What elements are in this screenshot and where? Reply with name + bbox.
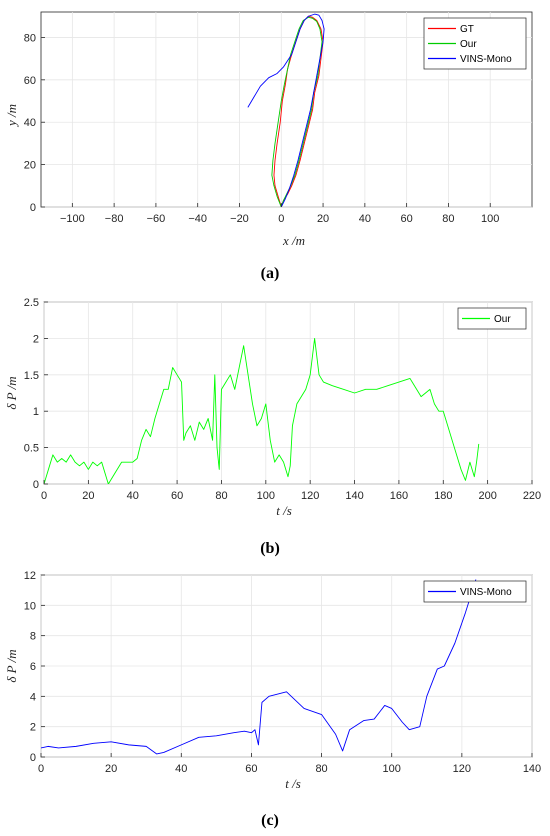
- legend-entry-label: Our: [494, 314, 511, 325]
- x-tick-label: 100: [481, 213, 499, 225]
- x-tick-label: 160: [390, 490, 408, 502]
- x-tick-label: 40: [127, 490, 139, 502]
- panel-a-y-ticks: 0 20 40 60 80: [24, 32, 45, 214]
- y-tick-label: 0.5: [24, 443, 39, 455]
- series-line-our: [271, 16, 323, 207]
- x-tick-label: 180: [434, 490, 452, 502]
- y-tick-label: 2: [30, 722, 36, 734]
- panel-c-grid: [40, 574, 533, 758]
- x-tick-label: 40: [359, 213, 371, 225]
- legend-entry-label: Our: [460, 39, 477, 50]
- y-tick-label: 1.5: [24, 370, 39, 382]
- y-tick-label: 0: [33, 479, 39, 491]
- panel-a-x-label: x /m: [282, 233, 305, 248]
- x-tick-label: −60: [147, 213, 166, 225]
- y-tick-label: 2.5: [24, 297, 39, 309]
- y-tick-label: 80: [24, 32, 36, 44]
- panel-c-x-label: t /s: [285, 776, 301, 791]
- panel-a-x-ticks: −100 −80 −60 −40 −20 0 20 40 60 80 100: [60, 203, 499, 225]
- panel-c-y-label: δ P /m: [4, 649, 19, 682]
- legend-entry-label: GT: [460, 24, 474, 35]
- y-tick-label: 6: [30, 661, 36, 673]
- panel-c-series: [41, 579, 477, 755]
- x-tick-label: 140: [345, 490, 363, 502]
- legend-box: [457, 307, 527, 330]
- panel-b-grid: [43, 301, 533, 485]
- series-line-our: [44, 337, 480, 484]
- x-tick-label: 200: [478, 490, 496, 502]
- panel-c-caption: (c): [261, 812, 279, 829]
- panel-c-y-ticks: 0 2 4 6 8 10 12: [24, 570, 45, 764]
- y-tick-label: 0: [30, 202, 36, 214]
- y-tick-label: 10: [24, 600, 36, 612]
- x-tick-label: −100: [60, 213, 85, 225]
- x-tick-label: 60: [171, 490, 183, 502]
- x-tick-label: 60: [401, 213, 413, 225]
- panel-a-y-label: y /m: [4, 104, 19, 128]
- panel-a-series: [247, 13, 325, 207]
- panel-c-legend: VINS-Mono: [423, 580, 527, 603]
- y-tick-label: 60: [24, 75, 36, 87]
- panel-b-y-label: δ P /m: [4, 376, 19, 409]
- legend-box: [423, 580, 527, 603]
- x-tick-label: 140: [523, 763, 541, 775]
- y-tick-label: 8: [30, 631, 36, 643]
- x-tick-label: 0: [38, 763, 44, 775]
- x-tick-label: 80: [315, 763, 327, 775]
- x-tick-label: 20: [82, 490, 94, 502]
- legend-entry-label: VINS-Mono: [460, 54, 512, 65]
- panel-c-x-ticks: 0 20 40 60 80 100 120 140: [38, 753, 541, 775]
- x-tick-label: 120: [453, 763, 471, 775]
- x-tick-label: 60: [245, 763, 257, 775]
- y-tick-label: 4: [30, 691, 36, 703]
- x-tick-label: 120: [301, 490, 319, 502]
- panel-b-x-label: t /s: [276, 503, 292, 518]
- x-tick-label: 20: [105, 763, 117, 775]
- x-tick-label: 100: [257, 490, 275, 502]
- x-tick-label: −20: [230, 213, 249, 225]
- panel-b: 0 20 40 60 80 100 120 140 160 180 200 220 0 0.5 1 1.5 2…: [4, 297, 541, 557]
- x-tick-label: −80: [105, 213, 124, 225]
- panel-a-legend: GT Our VINS-Mono: [423, 17, 527, 70]
- panel-a: −100 −80 −60 −40 −20 0 20 40 60 80 100 0 20 40 60 80 G…: [4, 11, 533, 282]
- panel-b-x-ticks: 0 20 40 60 80 100 120 140 160 180 200 220: [41, 480, 541, 502]
- legend-entry-label: VINS-Mono: [460, 587, 512, 598]
- y-tick-label: 40: [24, 117, 36, 129]
- panel-b-y-ticks: 0 0.5 1 1.5 2 2.5: [24, 297, 48, 491]
- x-tick-label: 100: [383, 763, 401, 775]
- x-tick-label: 80: [215, 490, 227, 502]
- y-tick-label: 0: [30, 752, 36, 764]
- x-tick-label: 40: [175, 763, 187, 775]
- y-tick-label: 20: [24, 160, 36, 172]
- panel-a-caption: (a): [261, 265, 280, 282]
- x-tick-label: 80: [442, 213, 454, 225]
- x-tick-label: 220: [523, 490, 541, 502]
- panel-b-caption: (b): [260, 540, 280, 557]
- y-tick-label: 12: [24, 570, 36, 582]
- series-line-gt: [273, 15, 324, 207]
- panel-b-legend: Our: [457, 307, 527, 330]
- x-tick-label: −40: [188, 213, 207, 225]
- x-tick-label: 0: [41, 490, 47, 502]
- y-tick-label: 1: [33, 406, 39, 418]
- x-tick-label: 0: [278, 213, 284, 225]
- panel-c: 0 20 40 60 80 100 120 140 0 2 4 6 8 10 12 VINS-Mono t…: [4, 570, 541, 829]
- series-line-vins-mono: [247, 13, 325, 207]
- x-tick-label: 20: [317, 213, 329, 225]
- y-tick-label: 2: [33, 333, 39, 345]
- series-line-vins-mono: [41, 579, 477, 755]
- panel-b-series: [44, 337, 480, 484]
